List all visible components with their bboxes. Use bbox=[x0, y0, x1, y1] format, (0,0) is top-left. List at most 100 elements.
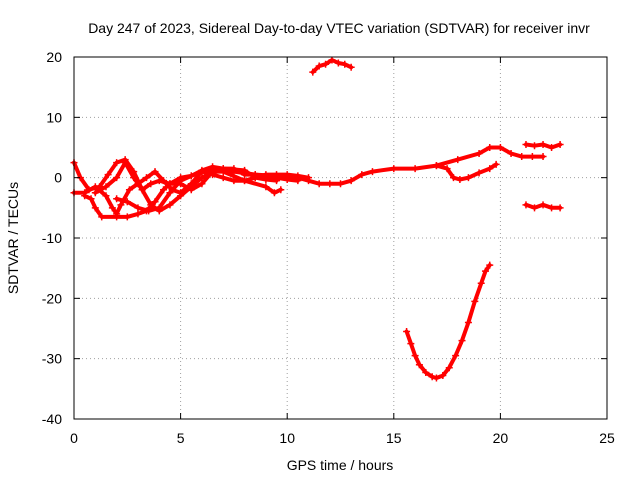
data-point bbox=[428, 373, 436, 381]
data-point bbox=[219, 174, 227, 182]
data-point bbox=[81, 192, 89, 200]
data-point bbox=[166, 201, 174, 209]
data-point bbox=[251, 174, 259, 182]
data-point bbox=[294, 177, 302, 185]
data-point bbox=[198, 174, 206, 182]
data-point bbox=[209, 163, 217, 171]
data-point bbox=[113, 174, 121, 182]
data-point bbox=[230, 177, 238, 185]
data-point bbox=[486, 144, 494, 151]
y-tick-label: -10 bbox=[42, 230, 62, 246]
data-point bbox=[155, 177, 163, 185]
data-point bbox=[177, 177, 185, 185]
data-point bbox=[337, 180, 344, 188]
data-point bbox=[283, 175, 291, 183]
series-track-e bbox=[113, 163, 281, 215]
data-point bbox=[315, 62, 323, 70]
data-point bbox=[113, 195, 121, 203]
data-point bbox=[273, 177, 281, 185]
data-point bbox=[443, 165, 451, 173]
data-point bbox=[475, 169, 483, 177]
data-point bbox=[390, 165, 398, 173]
data-point bbox=[518, 153, 526, 161]
data-point bbox=[262, 183, 270, 191]
data-point bbox=[315, 180, 323, 188]
data-point bbox=[121, 159, 129, 167]
data-point bbox=[145, 207, 153, 215]
y-tick-label: 10 bbox=[46, 109, 62, 125]
data-point bbox=[403, 328, 411, 336]
data-point bbox=[477, 279, 485, 287]
data-point bbox=[241, 166, 249, 174]
data-point bbox=[407, 340, 415, 348]
data-point bbox=[334, 59, 342, 67]
data-point bbox=[123, 213, 131, 221]
data-point bbox=[471, 297, 479, 305]
data-point bbox=[528, 153, 536, 161]
data-point bbox=[454, 156, 462, 164]
data-point bbox=[439, 372, 447, 380]
y-tick-label: -30 bbox=[42, 351, 62, 367]
data-point bbox=[134, 204, 142, 212]
data-point bbox=[358, 171, 366, 179]
series-track-j bbox=[403, 261, 494, 382]
data-point bbox=[341, 60, 349, 68]
data-point bbox=[347, 177, 355, 185]
data-point bbox=[241, 177, 249, 185]
data-point bbox=[326, 180, 334, 188]
data-point bbox=[492, 160, 500, 168]
data-point bbox=[531, 142, 539, 150]
data-point bbox=[486, 165, 494, 173]
series-track-i bbox=[522, 201, 564, 212]
data-point bbox=[415, 361, 423, 369]
data-point bbox=[155, 204, 163, 212]
data-point bbox=[138, 186, 146, 194]
x-tick-label: 20 bbox=[493, 430, 509, 446]
data-point bbox=[98, 213, 106, 221]
data-point bbox=[464, 174, 472, 182]
data-point bbox=[151, 168, 159, 176]
x-tick-label: 10 bbox=[279, 430, 295, 446]
data-point bbox=[147, 180, 155, 188]
data-point bbox=[270, 189, 278, 197]
data-point bbox=[452, 352, 460, 360]
data-point bbox=[87, 195, 95, 203]
data-point bbox=[125, 186, 133, 194]
data-point bbox=[456, 175, 464, 183]
data-point bbox=[458, 337, 466, 345]
data-point bbox=[102, 192, 110, 200]
data-point bbox=[464, 318, 472, 326]
data-point bbox=[432, 374, 440, 382]
data-point bbox=[486, 261, 494, 269]
data-point bbox=[262, 175, 270, 183]
data-point bbox=[432, 162, 440, 170]
data-point bbox=[198, 180, 206, 188]
data-point bbox=[113, 159, 121, 167]
data-point bbox=[187, 180, 195, 188]
data-point bbox=[166, 189, 174, 197]
data-point bbox=[496, 144, 504, 151]
data-point bbox=[422, 369, 430, 377]
series-line bbox=[72, 166, 283, 216]
data-point bbox=[130, 174, 138, 182]
plot-frame bbox=[73, 56, 608, 420]
x-tick-label: 15 bbox=[386, 430, 402, 446]
series-track-g bbox=[309, 56, 355, 76]
y-tick-label: 0 bbox=[54, 170, 62, 186]
data-point bbox=[347, 63, 355, 71]
data-point bbox=[91, 189, 99, 197]
data-point bbox=[309, 68, 317, 76]
data-point bbox=[219, 165, 227, 173]
data-point bbox=[91, 183, 99, 191]
x-tick-label: 25 bbox=[599, 430, 615, 446]
data-point bbox=[507, 150, 515, 158]
data-point bbox=[151, 198, 159, 206]
series-line bbox=[404, 263, 492, 380]
data-point bbox=[117, 201, 125, 209]
data-point bbox=[539, 201, 547, 209]
data-point bbox=[556, 140, 564, 148]
data-point bbox=[539, 140, 547, 148]
data-point bbox=[166, 180, 174, 188]
series-layer bbox=[70, 56, 564, 382]
data-point bbox=[134, 210, 142, 218]
